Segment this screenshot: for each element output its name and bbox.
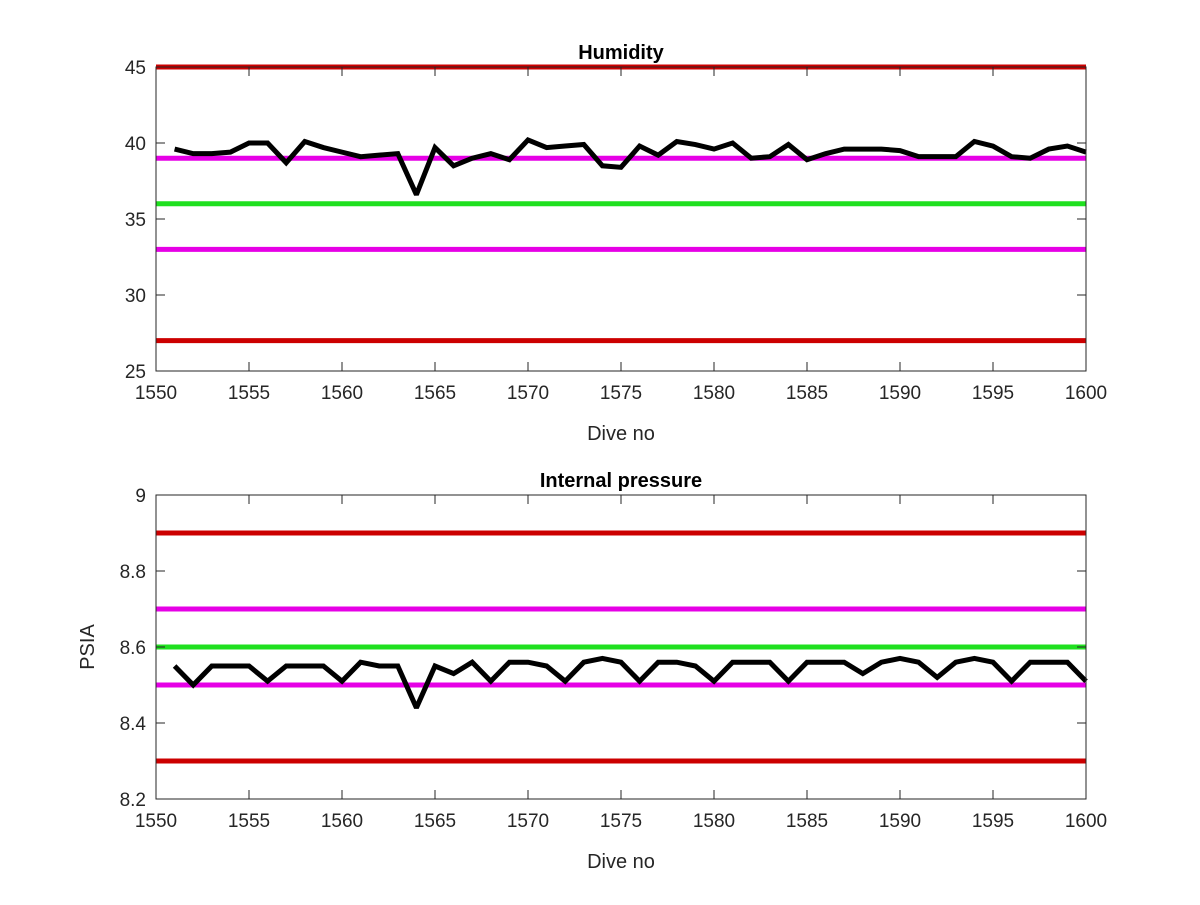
y-tick-label: 40 — [125, 134, 146, 155]
data-series-line-0 — [172, 655, 1088, 709]
x-tick-label: 1555 — [228, 383, 270, 404]
x-tick-label: 1585 — [786, 383, 828, 404]
x-tick-label: 1600 — [1065, 811, 1107, 832]
chart-title: Humidity — [578, 42, 664, 64]
y-tick-label: 8.2 — [120, 790, 146, 811]
y-tick-label: 9 — [135, 486, 146, 507]
y-tick-label: 35 — [125, 210, 146, 231]
x-tick-label: 1595 — [972, 383, 1014, 404]
x-tick-label: 1570 — [507, 383, 549, 404]
x-tick-label: 1585 — [786, 811, 828, 832]
x-tick-label: 1590 — [879, 383, 921, 404]
x-tick-label: 1580 — [693, 811, 735, 832]
x-tick-label: 1575 — [600, 811, 642, 832]
y-tick-label: 30 — [125, 286, 146, 307]
y-axis-label: PSIA — [77, 624, 99, 670]
internal-pressure-axes: 1550 1555 1560 1565 1570 1575 1580 1585 1590 1595… — [77, 470, 1107, 873]
x-tick-label: 1560 — [321, 383, 363, 404]
x-tick-label: 1550 — [135, 811, 177, 832]
x-tick-label: 1600 — [1065, 383, 1107, 404]
x-axis-label: Dive no — [587, 423, 655, 445]
x-tick-label: 1575 — [600, 383, 642, 404]
x-tick-label: 1580 — [693, 383, 735, 404]
x-tick-label: 1595 — [972, 811, 1014, 832]
x-axis-label: Dive no — [587, 851, 655, 873]
y-tick-label: 8.8 — [120, 562, 146, 583]
humidity-axes: 1550 1555 1560 1565 1570 1575 1580 1585 1590 1595… — [125, 42, 1107, 445]
x-tick-label: 1570 — [507, 811, 549, 832]
y-tick-label: 8.4 — [120, 714, 147, 735]
y-tick-label: 45 — [125, 58, 146, 79]
x-tick-label: 1590 — [879, 811, 921, 832]
data-series-line-0 — [174, 136, 1087, 196]
x-tick-label: 1565 — [414, 383, 456, 404]
x-tick-label: 1560 — [321, 811, 363, 832]
y-tick-label: 8.6 — [120, 638, 146, 659]
plot-area — [156, 67, 1086, 371]
x-tick-label: 1555 — [228, 811, 270, 832]
chart-title: Internal pressure — [540, 470, 702, 492]
x-tick-label: 1565 — [414, 811, 456, 832]
y-tick-label: 25 — [125, 362, 146, 383]
x-tick-label: 1550 — [135, 383, 177, 404]
